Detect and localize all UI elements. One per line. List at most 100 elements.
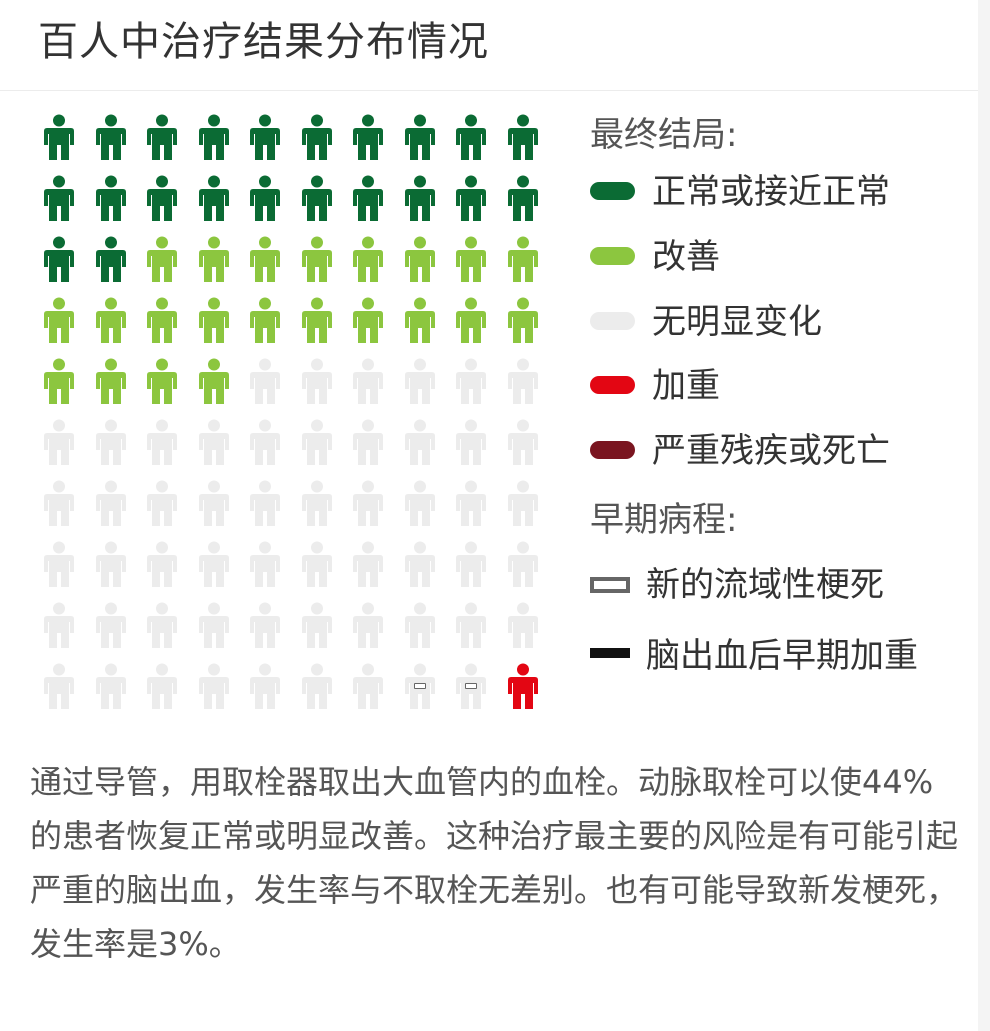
person-icon-no-change	[41, 663, 77, 711]
person-icon-improved	[350, 297, 386, 345]
legend-swatch-worse	[590, 376, 635, 394]
person-icon-improved	[41, 358, 77, 406]
person-icon-no-change	[93, 480, 129, 528]
page-title: 百人中治疗结果分布情况	[38, 19, 489, 65]
person-icon-no-change	[453, 541, 489, 589]
person-icon-no-change	[41, 541, 77, 589]
legend-label-no-change: 无明显变化	[652, 302, 822, 342]
person-icon-no-change	[196, 419, 232, 467]
legend-swatch-disabled-or-dead	[590, 441, 635, 459]
person-icon-no-change	[144, 480, 180, 528]
person-icon-improved	[453, 297, 489, 345]
person-icon-no-change	[402, 419, 438, 467]
person-icon-no-change	[299, 419, 335, 467]
person-icon-improved	[93, 358, 129, 406]
person-icon-normal	[453, 114, 489, 162]
legend-swatch-normal	[590, 182, 635, 200]
person-icon-no-change	[453, 480, 489, 528]
legend-course-heading: 早期病程:	[590, 500, 738, 540]
person-icon-normal	[247, 114, 283, 162]
person-icon-worse	[505, 663, 541, 711]
legend-label-bleed: 脑出血后早期加重	[646, 636, 918, 676]
person-icon-normal	[93, 175, 129, 223]
person-icon-normal	[41, 114, 77, 162]
person-icon-no-change	[41, 419, 77, 467]
person-icon-improved	[350, 236, 386, 284]
person-icon-improved	[505, 297, 541, 345]
person-icon-no-change	[505, 480, 541, 528]
person-icon-normal	[299, 114, 335, 162]
person-icon-no-change	[402, 541, 438, 589]
person-icon-no-change	[350, 541, 386, 589]
legend-swatch-no-change	[590, 312, 635, 330]
infarct-marker	[465, 683, 477, 689]
person-icon-no-change	[453, 663, 489, 711]
person-icon-no-change	[93, 602, 129, 650]
page-edge-shade	[978, 0, 990, 1031]
person-icon-no-change	[505, 358, 541, 406]
person-icon-no-change	[247, 419, 283, 467]
title-divider	[0, 90, 978, 91]
person-icon-improved	[299, 297, 335, 345]
person-icon-no-change	[402, 358, 438, 406]
person-icon-improved	[196, 358, 232, 406]
person-icon-no-change	[196, 602, 232, 650]
black-bar-icon	[590, 648, 630, 658]
person-icon-no-change	[350, 663, 386, 711]
person-icon-no-change	[299, 358, 335, 406]
person-icon-improved	[144, 236, 180, 284]
person-icon-normal	[402, 175, 438, 223]
person-icon-no-change	[299, 480, 335, 528]
person-icon-improved	[247, 297, 283, 345]
person-icon-no-change	[247, 480, 283, 528]
person-icon-no-change	[402, 663, 438, 711]
person-icon-no-change	[247, 663, 283, 711]
person-icon-normal	[93, 236, 129, 284]
legend-label-infarct: 新的流域性梗死	[646, 565, 884, 605]
person-icon-normal	[402, 114, 438, 162]
person-icon-improved	[41, 297, 77, 345]
legend-outcome-heading: 最终结局:	[590, 115, 738, 155]
legend-label-improved: 改善	[652, 237, 720, 277]
person-icon-improved	[144, 358, 180, 406]
person-icon-no-change	[402, 480, 438, 528]
person-icon-improved	[299, 236, 335, 284]
person-icon-no-change	[247, 602, 283, 650]
person-icon-no-change	[247, 541, 283, 589]
person-icon-no-change	[350, 419, 386, 467]
person-icon-no-change	[402, 602, 438, 650]
person-icon-no-change	[299, 663, 335, 711]
person-icon-improved	[93, 297, 129, 345]
person-icon-improved	[196, 236, 232, 284]
person-icon-normal	[41, 236, 77, 284]
person-icon-no-change	[299, 602, 335, 650]
person-icon-normal	[505, 175, 541, 223]
person-icon-improved	[402, 236, 438, 284]
person-icon-normal	[93, 114, 129, 162]
person-icon-no-change	[196, 480, 232, 528]
person-icon-no-change	[93, 419, 129, 467]
legend-label-disabled-or-dead: 严重残疾或死亡	[652, 431, 890, 471]
person-icon-no-change	[144, 663, 180, 711]
person-icon-no-change	[144, 602, 180, 650]
person-icon-no-change	[505, 602, 541, 650]
description-text: 通过导管，用取栓器取出大血管内的血栓。动脉取栓可以使44%的患者恢复正常或明显改…	[30, 763, 959, 963]
person-icon-no-change	[505, 541, 541, 589]
person-icon-no-change	[505, 419, 541, 467]
person-icon-normal	[196, 175, 232, 223]
person-icon-no-change	[41, 602, 77, 650]
person-icon-normal	[505, 114, 541, 162]
person-icon-no-change	[196, 541, 232, 589]
person-icon-improved	[505, 236, 541, 284]
person-icon-no-change	[350, 480, 386, 528]
person-icon-no-change	[144, 541, 180, 589]
person-icon-improved	[453, 236, 489, 284]
person-icon-normal	[41, 175, 77, 223]
person-icon-improved	[247, 236, 283, 284]
outcome-pictogram-grid	[0, 0, 560, 720]
person-icon-no-change	[350, 358, 386, 406]
person-icon-no-change	[350, 602, 386, 650]
person-icon-normal	[350, 114, 386, 162]
legend-label-worse: 加重	[652, 366, 720, 406]
person-icon-normal	[144, 114, 180, 162]
